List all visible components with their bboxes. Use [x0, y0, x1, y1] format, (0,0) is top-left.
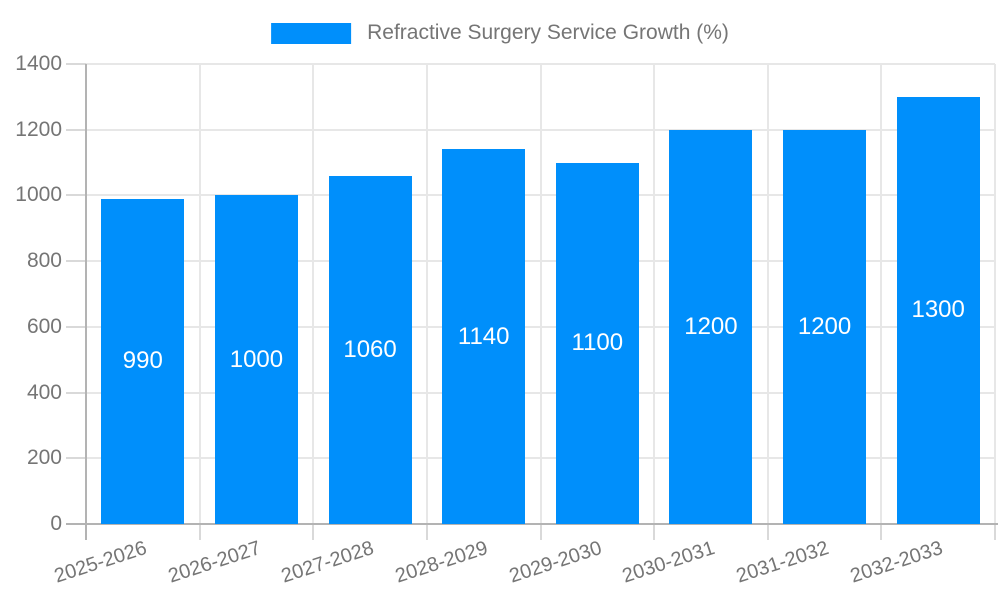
x-gridline [198, 64, 201, 524]
bar-value-label: 1300 [911, 296, 965, 324]
x-axis-tick [425, 524, 428, 540]
x-gridline [653, 64, 656, 524]
bar-value-label: 1200 [684, 312, 738, 340]
x-tick-label: 2025-2026 [51, 537, 150, 588]
y-tick-label: 800 [26, 249, 62, 273]
x-axis-tick [198, 524, 201, 540]
x-axis-tick [539, 524, 542, 540]
y-tick-label: 1400 [15, 52, 62, 75]
bar[interactable]: 1200 [669, 129, 753, 524]
bar[interactable]: 1060 [328, 175, 412, 524]
x-tick-label: 2028-2029 [392, 537, 491, 588]
legend-swatch-icon [271, 22, 352, 44]
legend-item[interactable]: Refractive Surgery Service Growth (%) [271, 21, 729, 45]
x-tick-label: 2030-2031 [619, 537, 718, 588]
plot-area: 0 200 400 600 800 1000 1200 1400 990 1000 1060 1140… [15, 52, 998, 587]
bar-value-label: 990 [122, 347, 163, 375]
legend-label: Refractive Surgery Service Growth (%) [367, 21, 729, 44]
x-axis-tick [994, 524, 996, 540]
x-gridline [880, 64, 883, 524]
y-tick-label: 1200 [15, 117, 62, 141]
x-axis-tick [312, 524, 315, 540]
y-tick-label: 0 [50, 512, 62, 535]
y-tick-label: 600 [26, 314, 62, 338]
bar[interactable]: 1300 [896, 96, 980, 524]
x-axis-tick [653, 524, 656, 540]
x-tick-label: 2026-2027 [165, 537, 264, 588]
y-axis-tick [66, 391, 86, 394]
y-axis-tick [66, 194, 86, 197]
bar[interactable]: 1140 [442, 149, 526, 524]
y-tick-label: 400 [26, 380, 62, 404]
y-tick-label: 200 [26, 446, 62, 470]
x-tick-label: 2032-2033 [847, 537, 945, 588]
y-axis-tick [66, 128, 86, 131]
bar[interactable]: 1100 [555, 162, 639, 524]
x-gridline [994, 64, 996, 524]
bar[interactable]: 1200 [783, 129, 867, 524]
bar-value-label: 1200 [797, 312, 852, 340]
y-axis-tick [66, 260, 86, 263]
x-axis-line [66, 523, 998, 525]
x-tick-label: 2027-2028 [279, 537, 377, 588]
x-gridline [766, 64, 769, 524]
y-axis-tick [66, 325, 86, 328]
bar-value-label: 1100 [571, 329, 624, 357]
bar-value-label: 1060 [343, 335, 397, 363]
x-tick-label: 2031-2032 [733, 537, 832, 588]
x-axis-tick [766, 524, 769, 540]
x-gridline [539, 64, 542, 524]
y-axis-line [85, 64, 87, 540]
bar-value-label: 1140 [457, 322, 510, 350]
x-gridline [312, 64, 315, 524]
x-tick-label: 2029-2030 [506, 537, 605, 588]
bar[interactable]: 1000 [214, 195, 298, 524]
bar-value-label: 1000 [229, 345, 284, 373]
bar[interactable]: 990 [101, 198, 185, 524]
x-gridline [425, 64, 428, 524]
y-axis-tick [66, 63, 86, 65]
x-axis-tick [880, 524, 883, 540]
y-tick-label: 1000 [15, 183, 62, 207]
y-axis-tick [66, 457, 86, 460]
